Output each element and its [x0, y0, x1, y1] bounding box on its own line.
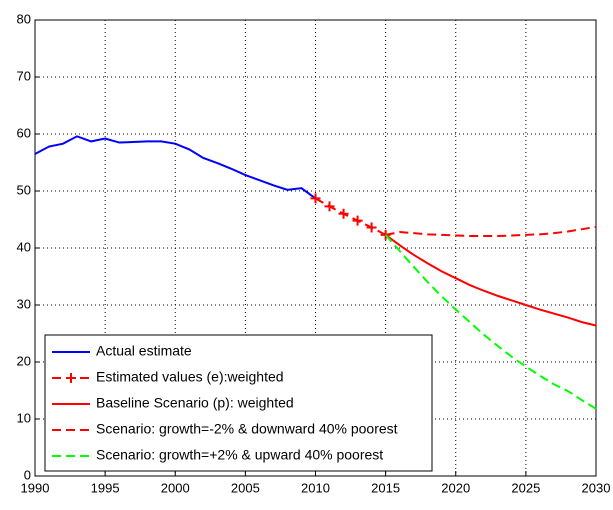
series-line — [385, 225, 597, 238]
legend-label: Actual estimate — [96, 343, 192, 359]
y-tick-label: 0 — [24, 467, 31, 482]
marker — [310, 193, 321, 204]
marker — [324, 201, 335, 212]
axes-box — [34, 19, 597, 477]
y-tick-label: 50 — [17, 182, 31, 197]
legend-label: Scenario: growth=+2% & upward 40% poores… — [96, 447, 383, 463]
y-tick-label: 10 — [17, 410, 31, 425]
legend-box — [44, 334, 433, 472]
legend-label: Estimated values (e):weighted — [96, 369, 284, 385]
y-tick-label: 60 — [17, 125, 31, 140]
x-tick-label: 2010 — [301, 480, 330, 495]
x-tick-label: 1990 — [21, 480, 50, 495]
x-tick-label: 2030 — [582, 480, 611, 495]
x-tick-label: 1995 — [91, 480, 120, 495]
y-tick-label: 70 — [17, 68, 31, 83]
x-tick-label: 2015 — [371, 480, 400, 495]
legend-marker — [66, 373, 76, 383]
marker — [352, 215, 363, 226]
legend-label: Scenario: growth=-2% & downward 40% poor… — [96, 421, 398, 437]
y-tick-label: 40 — [17, 239, 31, 254]
x-tick-label: 2000 — [161, 480, 190, 495]
y-tick-label: 30 — [17, 296, 31, 311]
x-tick-label: 2020 — [441, 480, 470, 495]
y-tick-label: 20 — [17, 353, 31, 368]
marker — [366, 222, 377, 233]
series-line — [385, 234, 597, 327]
legend-label: Baseline Scenario (p): weighted — [96, 395, 294, 411]
y-tick-label: 80 — [17, 11, 31, 26]
x-tick-label: 2005 — [231, 480, 260, 495]
marker — [338, 208, 349, 219]
x-tick-label: 2025 — [511, 480, 540, 495]
series-line — [34, 135, 317, 200]
